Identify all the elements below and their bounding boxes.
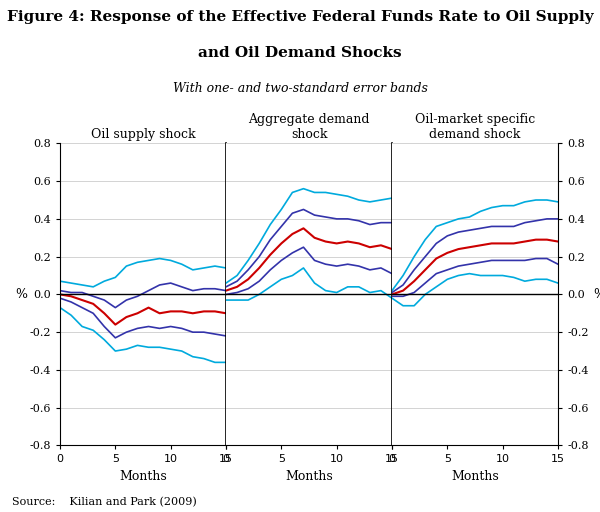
Text: and Oil Demand Shocks: and Oil Demand Shocks: [198, 46, 402, 60]
Title: Aggregate demand
shock: Aggregate demand shock: [248, 113, 370, 141]
Text: With one- and two-standard error bands: With one- and two-standard error bands: [173, 82, 427, 95]
X-axis label: Months: Months: [119, 470, 167, 483]
Title: Oil supply shock: Oil supply shock: [91, 128, 196, 141]
Text: Source:    Kilian and Park (2009): Source: Kilian and Park (2009): [12, 497, 197, 507]
Y-axis label: %: %: [15, 288, 27, 301]
Title: Oil-market specific
demand shock: Oil-market specific demand shock: [415, 113, 535, 141]
Y-axis label: %: %: [593, 288, 600, 301]
X-axis label: Months: Months: [285, 470, 333, 483]
X-axis label: Months: Months: [451, 470, 499, 483]
Text: Figure 4: Response of the Effective Federal Funds Rate to Oil Supply: Figure 4: Response of the Effective Fede…: [7, 10, 593, 24]
